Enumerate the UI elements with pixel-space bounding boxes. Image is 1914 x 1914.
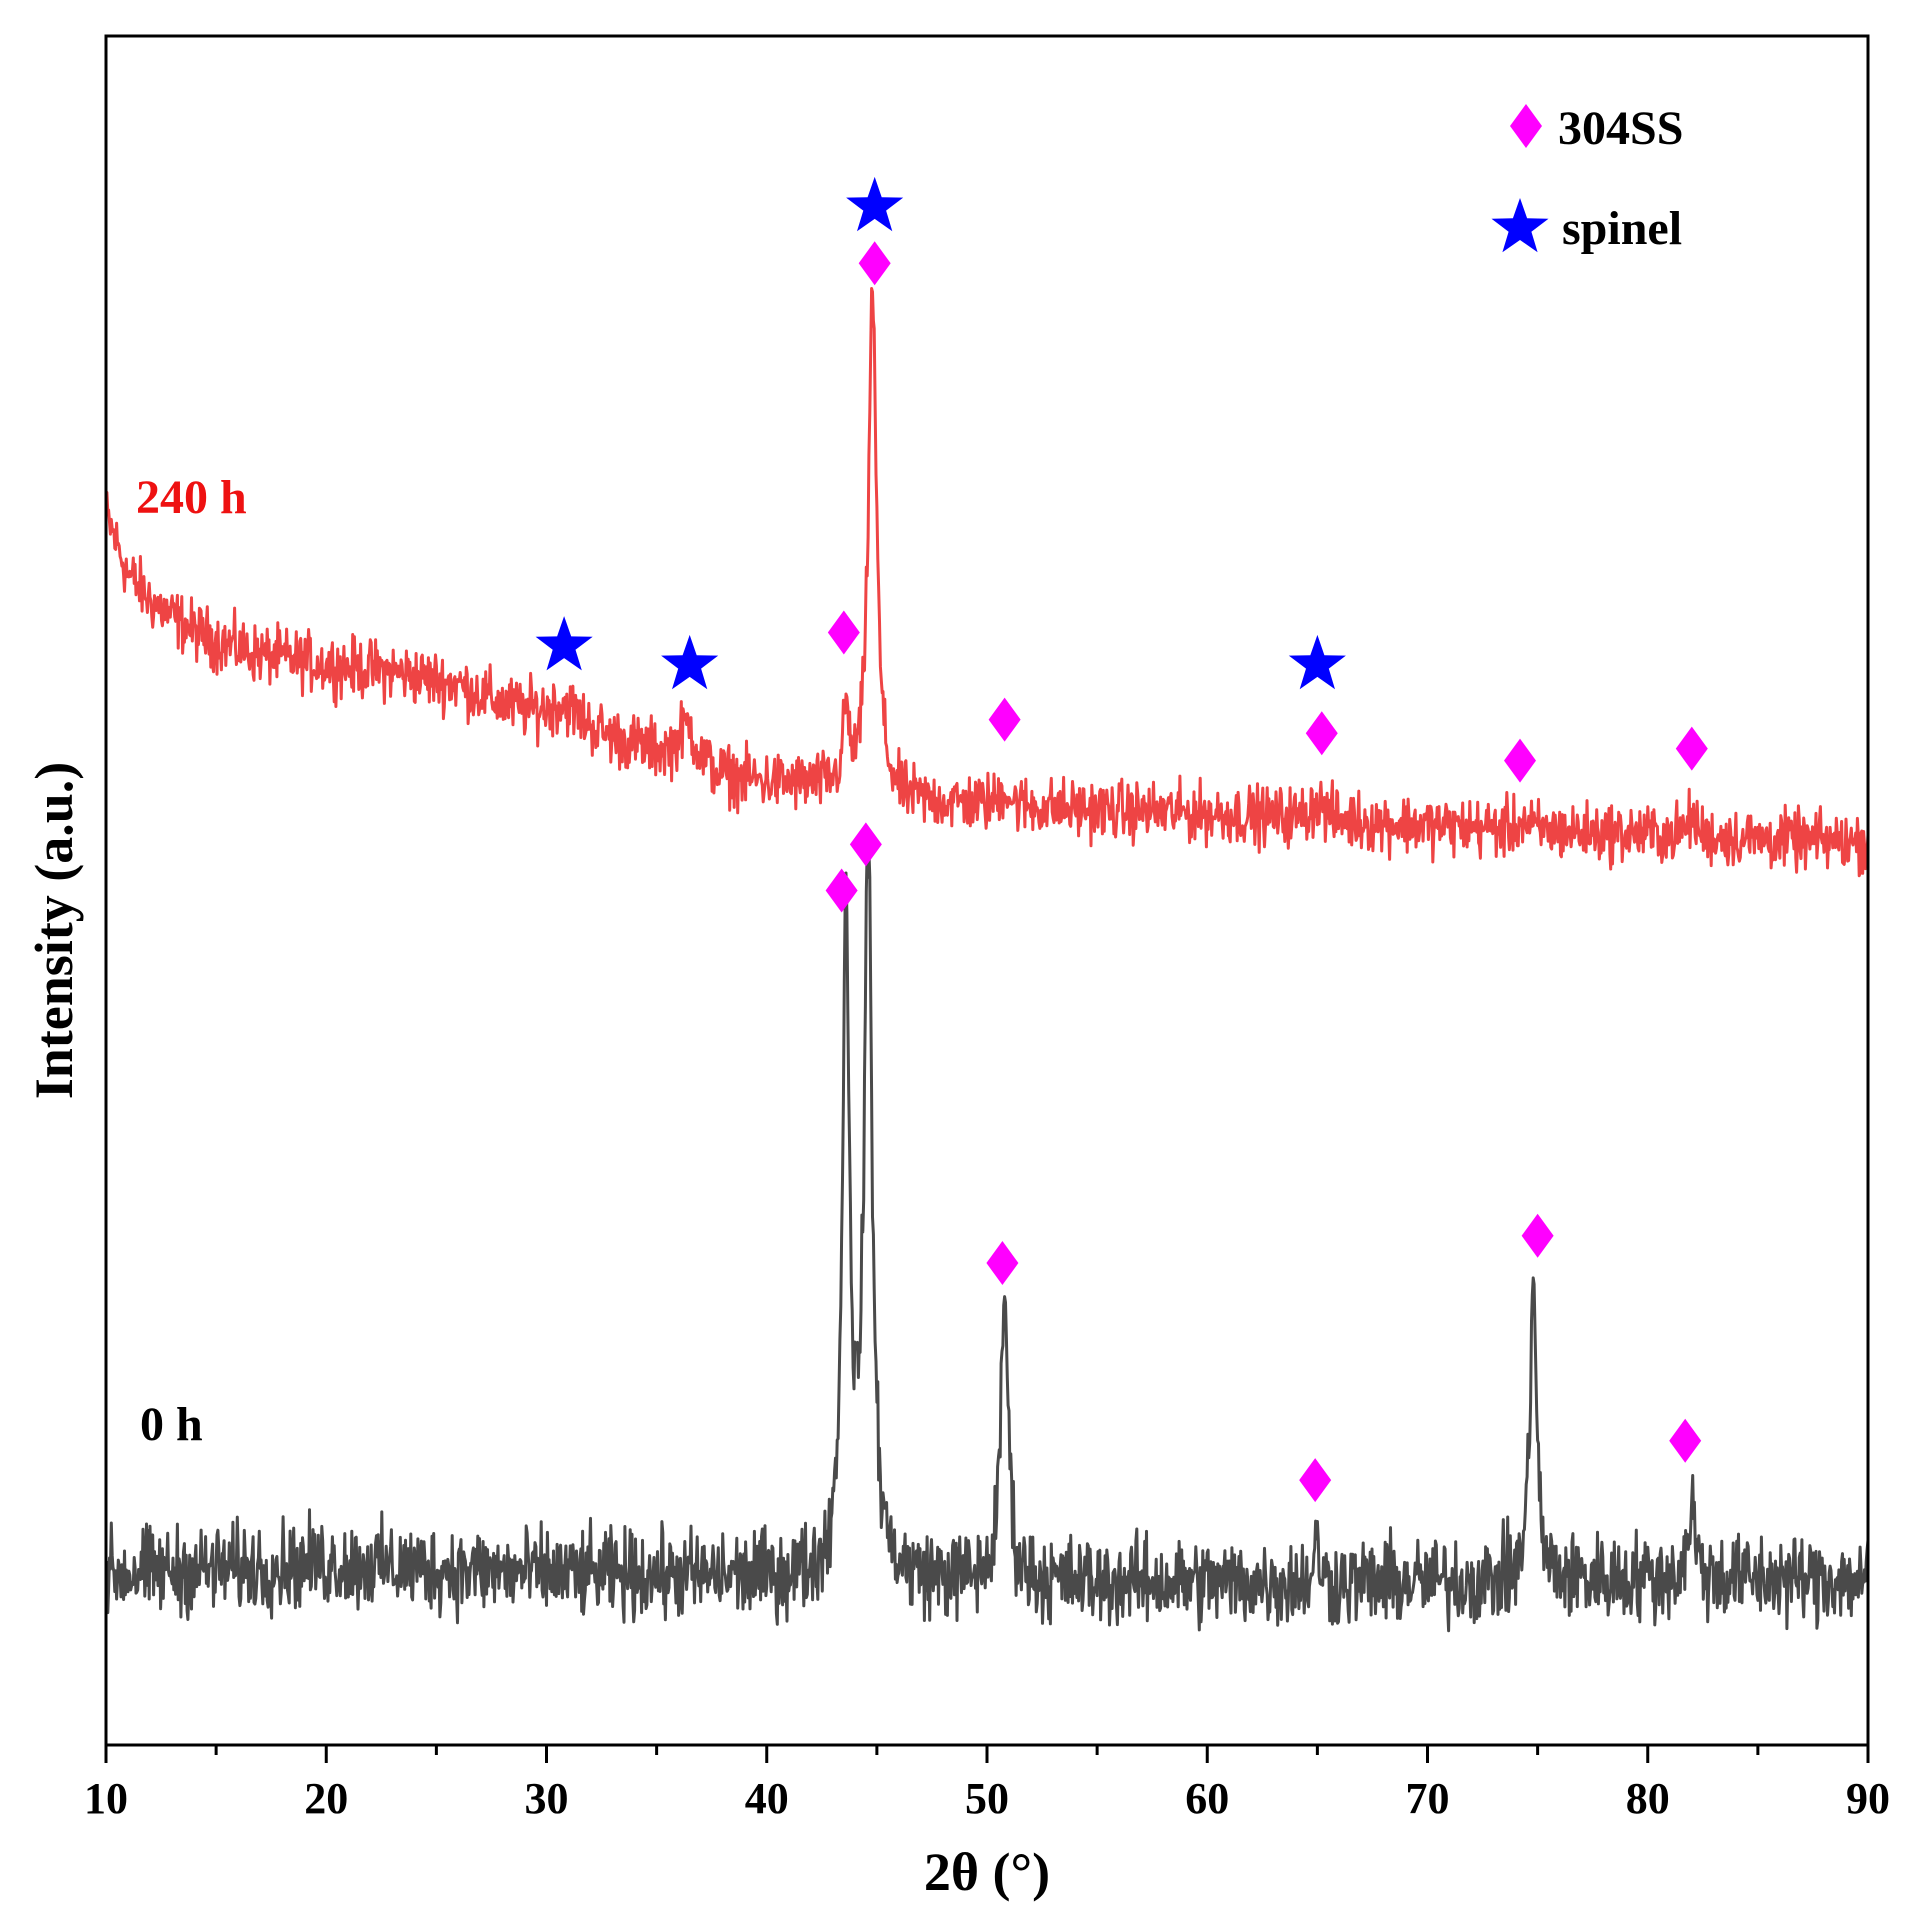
star-marker-icon <box>1288 634 1346 690</box>
diamond-marker-icon <box>988 697 1021 742</box>
star-marker-icon <box>535 616 593 671</box>
diamond-marker-icon <box>1669 1418 1702 1463</box>
x-tick-label: 30 <box>525 1774 569 1823</box>
x-tick-label: 60 <box>1185 1774 1229 1823</box>
legend-label-spinel: spinel <box>1562 202 1682 255</box>
x-tick-label: 90 <box>1846 1774 1890 1823</box>
x-tick-label: 80 <box>1626 1774 1670 1823</box>
legend: 304SS spinel <box>1491 102 1683 255</box>
diamond-marker-icon <box>825 868 858 913</box>
series-label-240h: 240 h <box>136 471 247 524</box>
x-tick-label: 40 <box>745 1774 789 1823</box>
spectrum-traces <box>104 287 1870 1633</box>
diamond-marker-icon <box>827 610 860 655</box>
trace-240h <box>104 287 1870 878</box>
diamond-marker-icon <box>858 241 891 286</box>
diamond-marker-icon <box>1299 1458 1332 1503</box>
diamond-marker-icon <box>1504 738 1537 783</box>
x-tick-label: 10 <box>84 1774 128 1823</box>
x-tick-label: 70 <box>1406 1774 1450 1823</box>
diamond-marker-icon <box>986 1241 1019 1286</box>
star-marker-icon <box>846 176 904 232</box>
plot-frame <box>104 34 1870 1747</box>
diamond-marker-icon <box>1521 1213 1554 1258</box>
series-label-0h: 0 h <box>140 1398 203 1451</box>
diamond-marker-icon <box>849 822 882 867</box>
trace-0h <box>104 847 1870 1633</box>
y-axis-title: Intensity (a.u.) <box>24 762 84 1100</box>
legend-star-icon <box>1491 198 1549 253</box>
x-tick-label: 20 <box>304 1774 348 1823</box>
diamond-marker-icon <box>1305 711 1338 756</box>
peak-markers <box>535 176 1708 1503</box>
x-tick-label: 50 <box>965 1774 1009 1823</box>
legend-diamond-icon <box>1510 104 1542 148</box>
legend-label-304ss: 304SS <box>1558 102 1683 155</box>
diamond-marker-icon <box>1675 726 1708 771</box>
x-axis-title: 2θ (°) <box>924 1842 1050 1902</box>
star-marker-icon <box>661 634 719 690</box>
x-axis-ticks: 10 20 30 40 50 60 70 80 90 <box>84 1745 1890 1823</box>
